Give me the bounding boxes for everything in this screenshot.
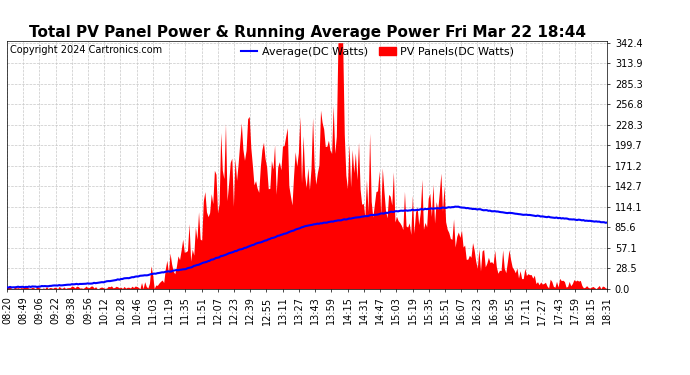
Title: Total PV Panel Power & Running Average Power Fri Mar 22 18:44: Total PV Panel Power & Running Average P…	[28, 25, 586, 40]
Text: Copyright 2024 Cartronics.com: Copyright 2024 Cartronics.com	[10, 45, 162, 55]
Legend: Average(DC Watts), PV Panels(DC Watts): Average(DC Watts), PV Panels(DC Watts)	[241, 47, 514, 57]
